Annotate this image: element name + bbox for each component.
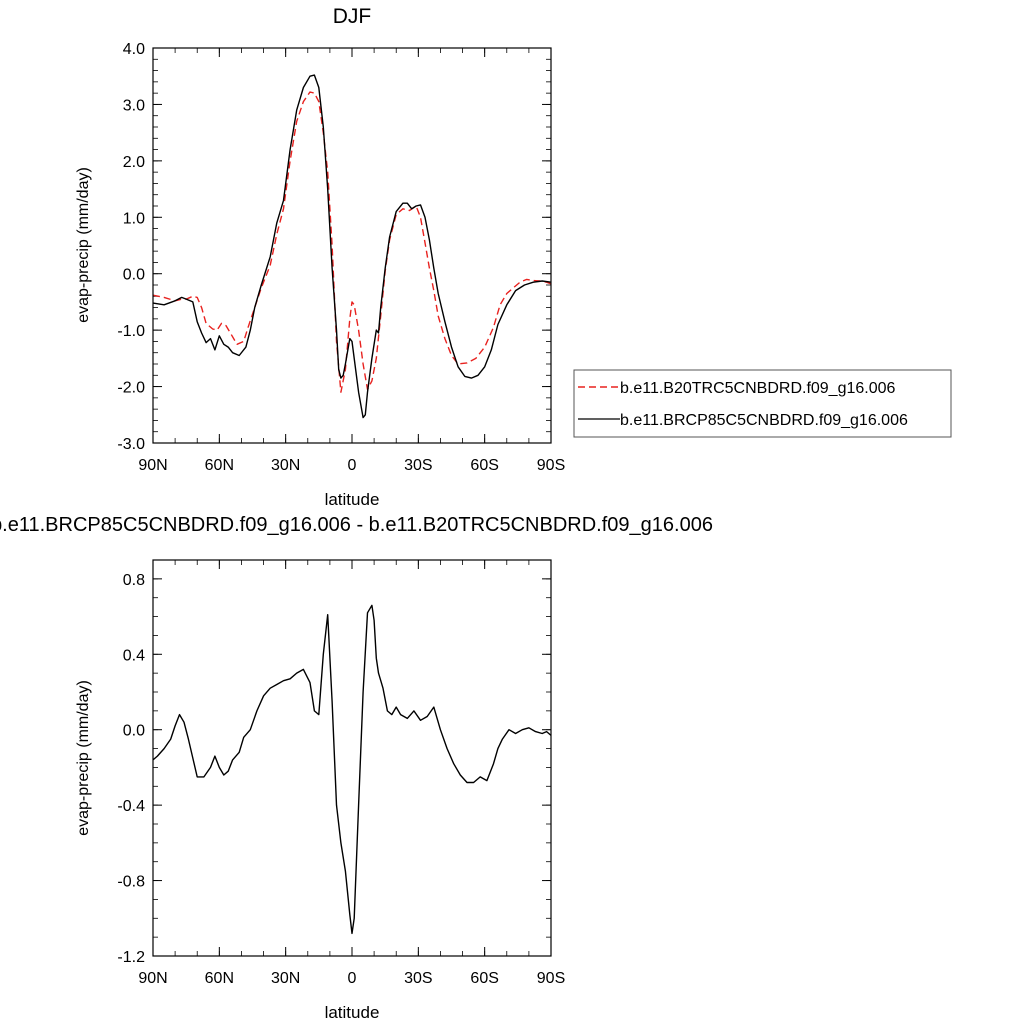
y-tick-label: -0.4	[117, 798, 145, 815]
y-tick-label: -1.2	[117, 949, 145, 966]
legend-box	[573, 369, 952, 438]
legend-label-rcp85: b.e11.BRCP85C5CNBDRD.f09_g16.006	[620, 412, 908, 429]
plot-frame	[152, 47, 552, 444]
x-tick-label: 60S	[470, 457, 498, 474]
x-axis-label: latitude	[325, 1003, 380, 1022]
x-axis-ticks: 90N 60N 30N 0 30S 60S 90S	[138, 48, 565, 474]
y-tick-label: 0.8	[123, 572, 145, 589]
y-tick-label: -2.0	[117, 380, 145, 397]
y-tick-label: 1.0	[123, 210, 145, 227]
x-axis-ticks: 90N 60N 30N 0 30S 60S 90S	[138, 560, 565, 987]
plot-frame	[152, 559, 552, 957]
y-tick-label: 3.0	[123, 97, 145, 114]
x-tick-label: 30N	[271, 457, 300, 474]
x-tick-label: 0	[348, 970, 357, 987]
y-tick-label: -3.0	[117, 436, 145, 453]
y-tick-label: 0.0	[123, 723, 145, 740]
y-axis-label: evap-precip (mm/day)	[75, 167, 92, 323]
x-tick-label: 90N	[138, 970, 167, 987]
chart-title: DJF	[333, 5, 372, 28]
series-group	[152, 604, 552, 935]
x-tick-label: 90N	[138, 457, 167, 474]
y-tick-label: 0.4	[123, 647, 145, 664]
x-tick-label: 0	[348, 457, 357, 474]
x-tick-label: 30N	[271, 970, 300, 987]
y-axis-ticks: -3.0 -2.0 -1.0 0.0 1.0 2.0 3.0 4.0	[117, 41, 551, 453]
y-tick-label: 2.0	[123, 154, 145, 171]
x-axis-label: latitude	[325, 490, 380, 509]
x-tick-label: 90S	[537, 970, 565, 987]
legend-label-historical: b.e11.B20TRC5CNBDRD.f09_g16.006	[620, 380, 896, 397]
y-tick-label: 0.0	[123, 267, 145, 284]
series-line-rcp85	[152, 74, 552, 419]
x-tick-label: 60N	[205, 970, 234, 987]
x-tick-label: 90S	[537, 457, 565, 474]
x-tick-label: 60S	[470, 970, 498, 987]
x-tick-label: 30S	[404, 970, 432, 987]
bottom-panel: b.e11.BRCP85C5CNBDRD.f09_g16.006 - b.e11…	[0, 514, 713, 1022]
series-line-difference	[152, 604, 552, 935]
y-tick-label: 4.0	[123, 41, 145, 58]
top-panel: DJF -3.0 -2.0 -1.0 0.0 1.0 2.0 3.0 4.0 90N 60N 30…	[75, 5, 565, 509]
y-tick-label: -1.0	[117, 323, 145, 340]
series-group	[152, 74, 552, 419]
y-axis-label: evap-precip (mm/day)	[75, 680, 92, 836]
x-tick-label: 60N	[205, 457, 234, 474]
x-tick-label: 30S	[404, 457, 432, 474]
series-line-historical	[152, 91, 552, 393]
chart-title-difference: b.e11.BRCP85C5CNBDRD.f09_g16.006 - b.e11…	[0, 514, 713, 536]
legend: b.e11.B20TRC5CNBDRD.f09_g16.006 b.e11.BR…	[573, 369, 952, 438]
y-tick-label: -0.8	[117, 874, 145, 891]
